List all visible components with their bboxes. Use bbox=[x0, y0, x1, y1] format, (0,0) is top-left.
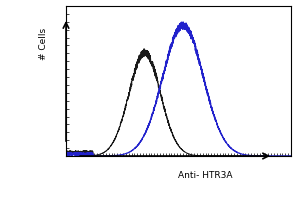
Text: Anti- HTR3A: Anti- HTR3A bbox=[178, 171, 233, 180]
Text: # Cells: # Cells bbox=[39, 27, 48, 60]
